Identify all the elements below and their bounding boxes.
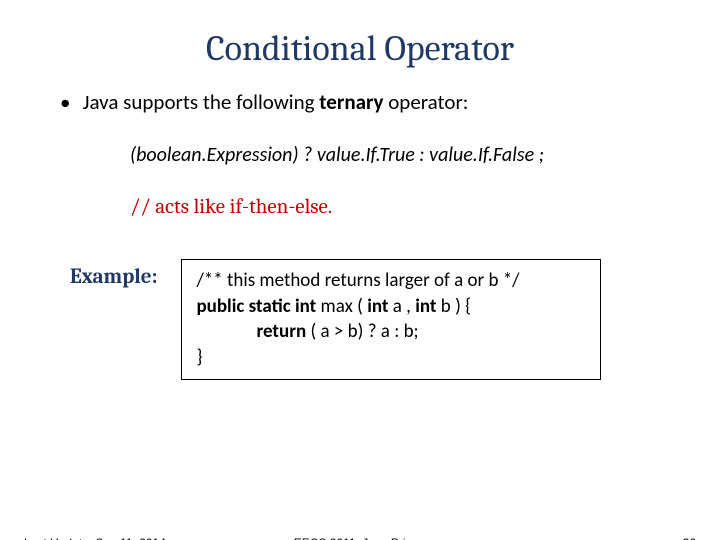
page-title: Conditional Operator <box>0 28 720 69</box>
bullet-dot: • <box>60 89 78 115</box>
code-line-3: return ( a > b) ? a : b; <box>196 319 586 345</box>
code-kw-int1: int <box>367 295 388 318</box>
code-kw-return: return <box>256 320 306 343</box>
code-l2-b: b ) { <box>437 295 472 318</box>
code-l3-rest: ( a > b) ? a : b; <box>306 320 419 343</box>
syntax-text: (boolean.Expression) ? value.If.True : v… <box>130 143 544 167</box>
bullet-text-pre: Java supports the following <box>83 89 320 115</box>
footer-right: 36 <box>683 536 696 540</box>
slide: Conditional Operator • Java supports the… <box>0 28 720 540</box>
bullet-line: • Java supports the following ternary op… <box>60 89 680 115</box>
code-box: /** this method returns larger of a or b… <box>181 259 601 380</box>
code-line-1: /** this method returns larger of a or b… <box>196 268 586 294</box>
code-line-4: } <box>196 345 586 371</box>
comment-slashes: // <box>130 195 151 219</box>
syntax-line: (boolean.Expression) ? value.If.True : v… <box>130 143 720 167</box>
code-l2-a: a , <box>388 295 415 318</box>
comment-line: // acts like if-then-else. <box>130 195 720 219</box>
comment-text: acts like if-then-else. <box>151 195 332 219</box>
bullet-text-post: operator: <box>383 89 468 115</box>
bullet-text-bold: ternary <box>319 89 383 115</box>
code-kw-publicstaticint: public static int <box>196 295 316 318</box>
footer-center: EECS 2011: Java Primer <box>0 536 720 540</box>
code-kw-int2: int <box>415 295 436 318</box>
code-line-2: public static int max ( int a , int b ) … <box>196 294 586 320</box>
example-block: Example: /** this method returns larger … <box>70 259 720 380</box>
example-label: Example: <box>70 265 157 289</box>
code-l2-mid: max ( <box>316 295 367 318</box>
